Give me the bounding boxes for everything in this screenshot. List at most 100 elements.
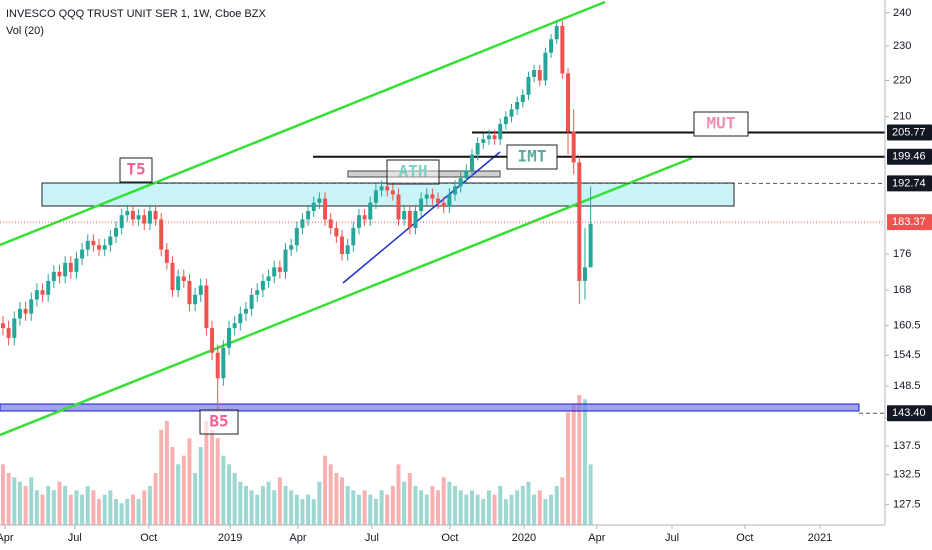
candle-body [560,25,565,74]
candle-body [549,39,554,53]
annotation-box [386,159,440,185]
annotation-box [506,144,558,170]
candle-body [142,215,147,224]
volume-bar [520,486,525,525]
volume-bar [537,490,542,525]
candle-body [57,271,62,277]
x-axis-panel [0,525,932,550]
candle-body [85,240,90,250]
volume-bar [181,455,186,525]
volume-bar [40,494,45,525]
volume-bar [266,481,271,525]
candle-body [419,198,424,212]
volume-bar [566,412,571,525]
annotation: MUT [707,114,736,133]
volume-bar [340,477,345,525]
candle-body [436,198,441,203]
volume-bar [311,499,316,525]
volume-bar [436,490,441,525]
candle-body [526,76,531,95]
candle-body [119,215,124,228]
volume-bar [498,486,503,525]
y-tick-label: 160.5 [893,320,921,332]
volume-bar [588,464,593,525]
candle-body [164,249,169,263]
candle-body [515,101,520,110]
candle-body [80,249,85,259]
volume-bar [187,438,192,525]
candle-body [266,276,271,281]
price-label: 205.77 [892,126,926,138]
volume-bar [509,494,514,525]
volume-bar [486,490,491,525]
candle-body [323,198,328,220]
candle-body [532,69,537,77]
candle-body [486,135,491,140]
candle-body [571,131,576,163]
volume-bar [328,464,333,525]
volume-bar [492,494,497,525]
volume-bar [413,486,418,525]
volume-bar [6,473,11,525]
volume-bar [549,494,554,525]
volume-bar [255,494,260,525]
volume-bar [368,494,373,525]
candle-body [46,280,51,295]
candle-body [577,162,582,281]
candle-body [198,285,203,295]
annotation: IMT [518,147,547,166]
volume-bar [334,473,339,525]
volume-bar [249,490,254,525]
candle-body [193,294,198,305]
candle-body [68,262,73,272]
volume-bar [97,499,102,525]
candle-body [311,202,316,212]
candle-body [232,323,237,329]
candle-body [215,352,220,379]
level-layer [0,131,885,414]
volume-bar [232,473,237,525]
candle-body [63,262,68,277]
candle-body [300,219,305,228]
candle-body [464,170,469,179]
candle-body [17,308,22,319]
candle-body [170,262,175,291]
volume-bar [91,490,96,525]
candle-body [136,215,141,220]
volume-bar [51,490,56,525]
candle-body [413,211,418,228]
volume-bar [23,486,28,525]
candle-body [356,215,361,228]
volume-bar [419,490,424,525]
y-tick-label: 240 [893,7,911,19]
volume-bar [102,494,107,525]
volume-bar [12,477,17,525]
candle-body [520,94,525,102]
candle-body [340,236,345,254]
volume-bar [176,464,181,525]
volume-bar [515,490,520,525]
candle-body [210,328,215,353]
candle-body [227,328,232,348]
volume-bar [577,395,582,525]
volume-bar [283,486,288,525]
candle-body [102,245,107,250]
y-tick-label: 127.5 [893,499,921,511]
volume-bar [441,477,446,525]
volume-bar [453,486,458,525]
candle-body [176,276,181,291]
candle-body [74,258,79,272]
volume-bar [362,490,367,525]
price-label-box [887,175,932,192]
candle-body [91,240,96,246]
candle-body [407,211,412,228]
volume-bar [159,429,164,525]
volume-bar [379,490,384,525]
candle-body [430,194,435,199]
x-tick-label: Oct [736,532,753,544]
price-label-box [887,124,932,141]
volume-bar [29,477,34,525]
candle-body [283,249,288,272]
volume-bar [532,494,537,525]
